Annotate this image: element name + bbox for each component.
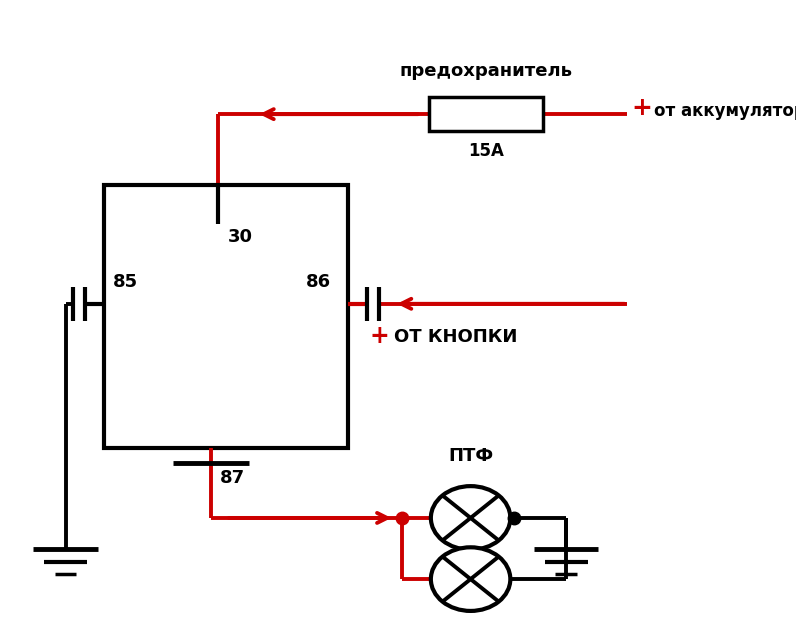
Text: ПТФ: ПТФ — [448, 447, 494, 465]
Bar — [428, 97, 543, 131]
Text: предохранитель: предохранитель — [400, 62, 572, 80]
Circle shape — [431, 486, 510, 550]
Circle shape — [431, 547, 510, 611]
Text: 86: 86 — [306, 274, 331, 291]
Bar — [103, 185, 349, 448]
Text: ОТ КНОПКИ: ОТ КНОПКИ — [394, 328, 517, 346]
Text: 30: 30 — [228, 227, 252, 245]
Text: +: + — [631, 96, 652, 120]
Text: от аккумулятора: от аккумулятора — [654, 102, 796, 120]
Text: 15А: 15А — [468, 142, 504, 160]
Text: 85: 85 — [113, 274, 138, 291]
Text: +: + — [369, 324, 389, 348]
Text: 87: 87 — [220, 469, 245, 487]
